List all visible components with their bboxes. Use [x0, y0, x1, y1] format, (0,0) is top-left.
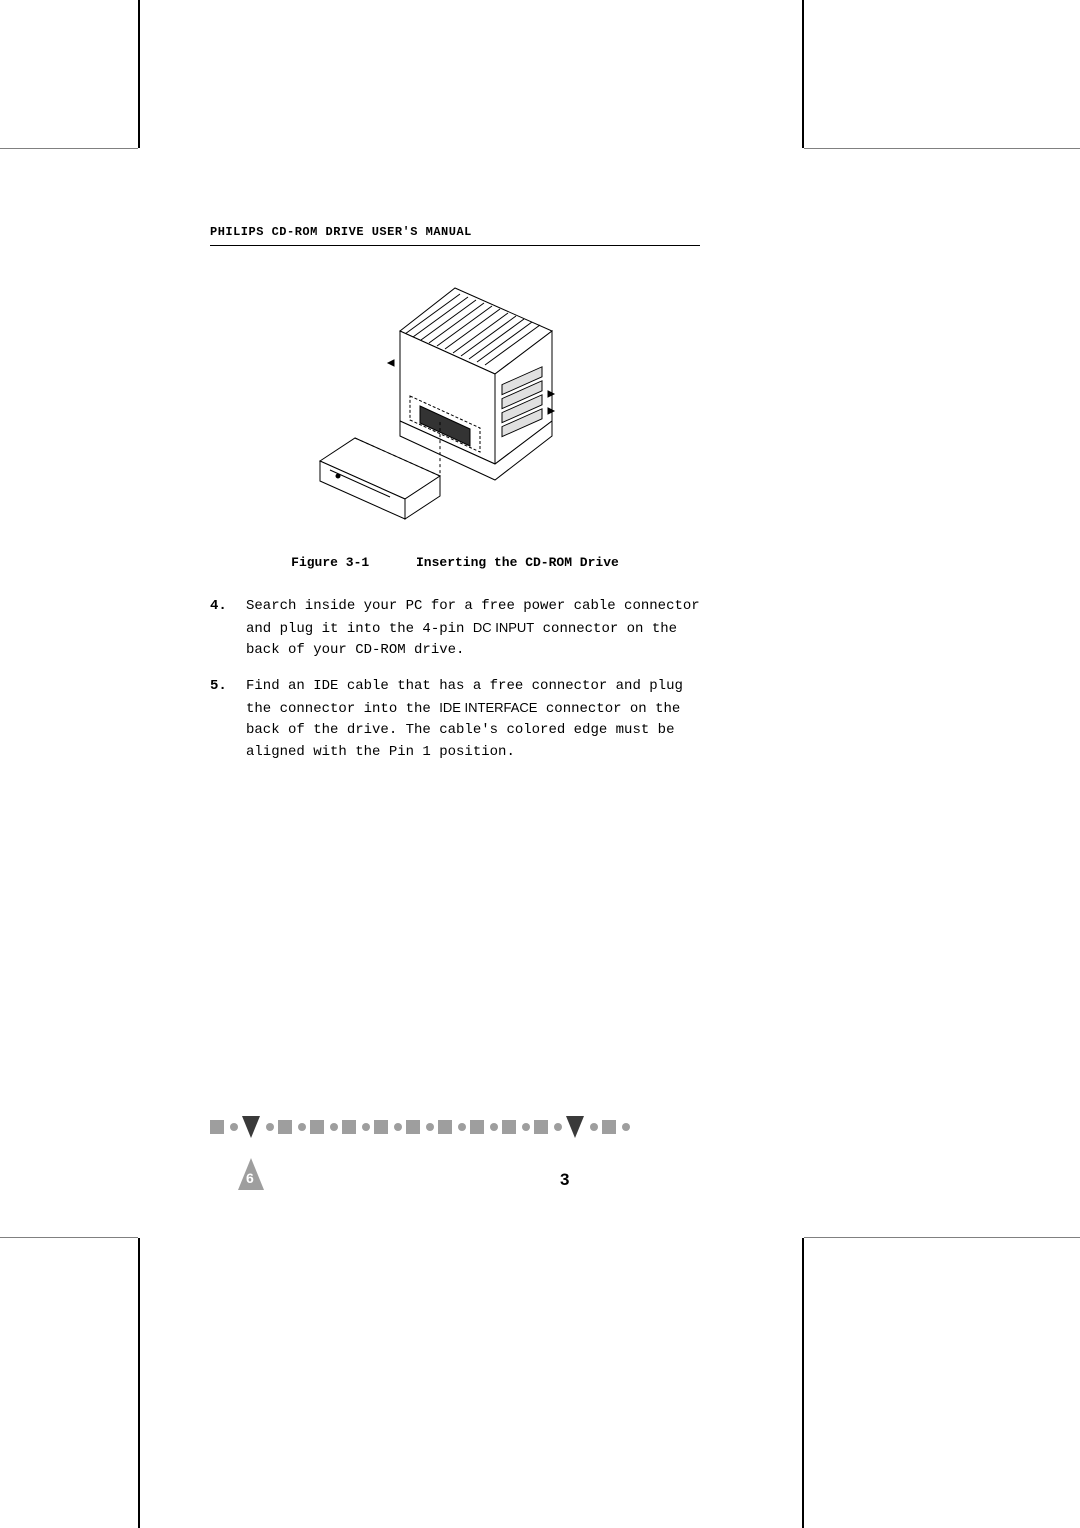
- page-number-right: 3: [560, 1170, 569, 1190]
- crop-mark: [138, 1238, 140, 1528]
- step-4: 4. Search inside your PC for a free powe…: [210, 596, 700, 662]
- manual-header: PHILIPS CD-ROM DRIVE USER'S MANUAL: [210, 225, 700, 246]
- page-content: PHILIPS CD-ROM DRIVE USER'S MANUAL: [210, 225, 700, 778]
- crop-mark: [0, 1237, 138, 1238]
- crop-mark: [0, 148, 138, 149]
- figure-illustration: [210, 276, 700, 531]
- figure-label: Figure 3-1: [291, 555, 369, 570]
- step-5: 5. Find an IDE cable that has a free con…: [210, 676, 700, 764]
- step-text: Find an IDE cable that has a free connec…: [246, 676, 700, 764]
- crop-mark: [802, 1238, 804, 1528]
- footer-decoration: [210, 1110, 700, 1215]
- step-text: Search inside your PC for a free power c…: [246, 596, 700, 662]
- crop-mark: [804, 1237, 1080, 1238]
- step-number: 5.: [210, 676, 246, 764]
- page-number-left: 6: [246, 1170, 254, 1186]
- crop-mark: [802, 0, 804, 148]
- step-number: 4.: [210, 596, 246, 662]
- crop-mark: [138, 0, 140, 148]
- figure-caption: Figure 3-1 Inserting the CD-ROM Drive: [210, 555, 700, 570]
- crop-mark: [804, 148, 1080, 149]
- figure-caption-text: Inserting the CD-ROM Drive: [416, 555, 619, 570]
